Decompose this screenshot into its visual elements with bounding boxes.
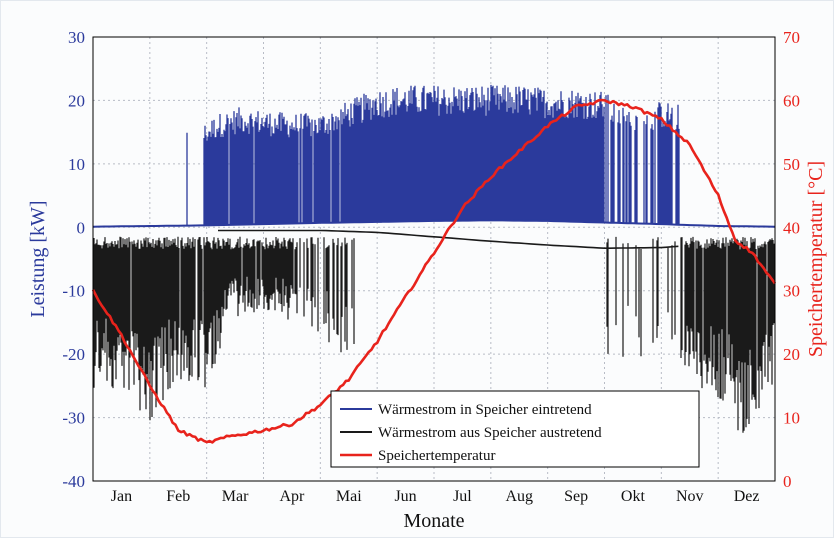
legend: Wärmestrom in Speicher eintretend Wärmes… xyxy=(330,390,700,468)
left-axis-ticks: 30 20 10 0 -10 -20 -30 -40 xyxy=(62,28,85,491)
legend-label-heat-out: Wärmestrom aus Speicher austretend xyxy=(378,425,602,441)
y-right-tick-label: 0 xyxy=(783,472,792,491)
y-right-tick-label: 20 xyxy=(783,345,800,364)
y-left-tick-label: 20 xyxy=(68,91,85,110)
temperature-line xyxy=(91,98,777,444)
x-axis-ticks: Jan Feb Mar Apr Mai Jun Jul Aug Sep Okt Nov Dez xyxy=(111,488,760,505)
x-tick-label: Jul xyxy=(453,488,472,505)
y-left-tick-label: -30 xyxy=(62,409,85,428)
x-tick-label: Feb xyxy=(166,488,190,505)
inflow-spikes xyxy=(186,84,680,226)
y-axis-right-label: Speichertemperatur [°C] xyxy=(805,161,827,357)
series-temperature xyxy=(91,98,777,444)
right-axis-ticks: 70 60 50 40 30 20 10 0 xyxy=(783,28,800,491)
inflow-baseline xyxy=(92,219,776,228)
y-left-tick-label: -40 xyxy=(62,472,85,491)
legend-label-temperature: Speichertemperatur xyxy=(378,448,495,464)
y-right-tick-label: 30 xyxy=(783,282,800,301)
x-tick-label: Aug xyxy=(505,488,533,505)
y-right-tick-label: 40 xyxy=(783,218,800,237)
y-left-tick-label: -20 xyxy=(62,345,85,364)
x-tick-label: Okt xyxy=(621,488,646,505)
series-heat-out xyxy=(93,229,775,433)
x-tick-label: Sep xyxy=(564,488,588,505)
legend-box xyxy=(330,390,700,468)
y-right-tick-label: 60 xyxy=(783,91,800,110)
x-tick-label: Dez xyxy=(734,488,760,505)
x-tick-label: Jun xyxy=(394,488,416,505)
x-tick-label: Nov xyxy=(676,488,704,505)
y-right-tick-label: 10 xyxy=(783,409,800,428)
series-heat-in xyxy=(92,84,776,228)
y-axis-left-label: Leistung [kW] xyxy=(27,200,49,317)
y-right-tick-label: 70 xyxy=(783,28,800,47)
outflow-baseline xyxy=(218,229,679,249)
y-left-tick-label: 10 xyxy=(68,155,85,174)
x-tick-label: Mai xyxy=(336,488,362,505)
y-left-tick-label: 0 xyxy=(77,218,86,237)
legend-label-heat-in: Wärmestrom in Speicher eintretend xyxy=(378,402,592,418)
x-tick-label: Jan xyxy=(111,488,132,505)
plot-border xyxy=(92,36,776,482)
x-tick-label: Mar xyxy=(222,488,249,505)
outflow-spikes xyxy=(93,236,775,433)
x-tick-label: Apr xyxy=(279,488,305,505)
x-axis-label: Monate xyxy=(403,510,464,532)
y-left-tick-label: -10 xyxy=(62,282,85,301)
y-right-tick-label: 50 xyxy=(783,155,800,174)
y-left-tick-label: 30 xyxy=(68,28,85,47)
